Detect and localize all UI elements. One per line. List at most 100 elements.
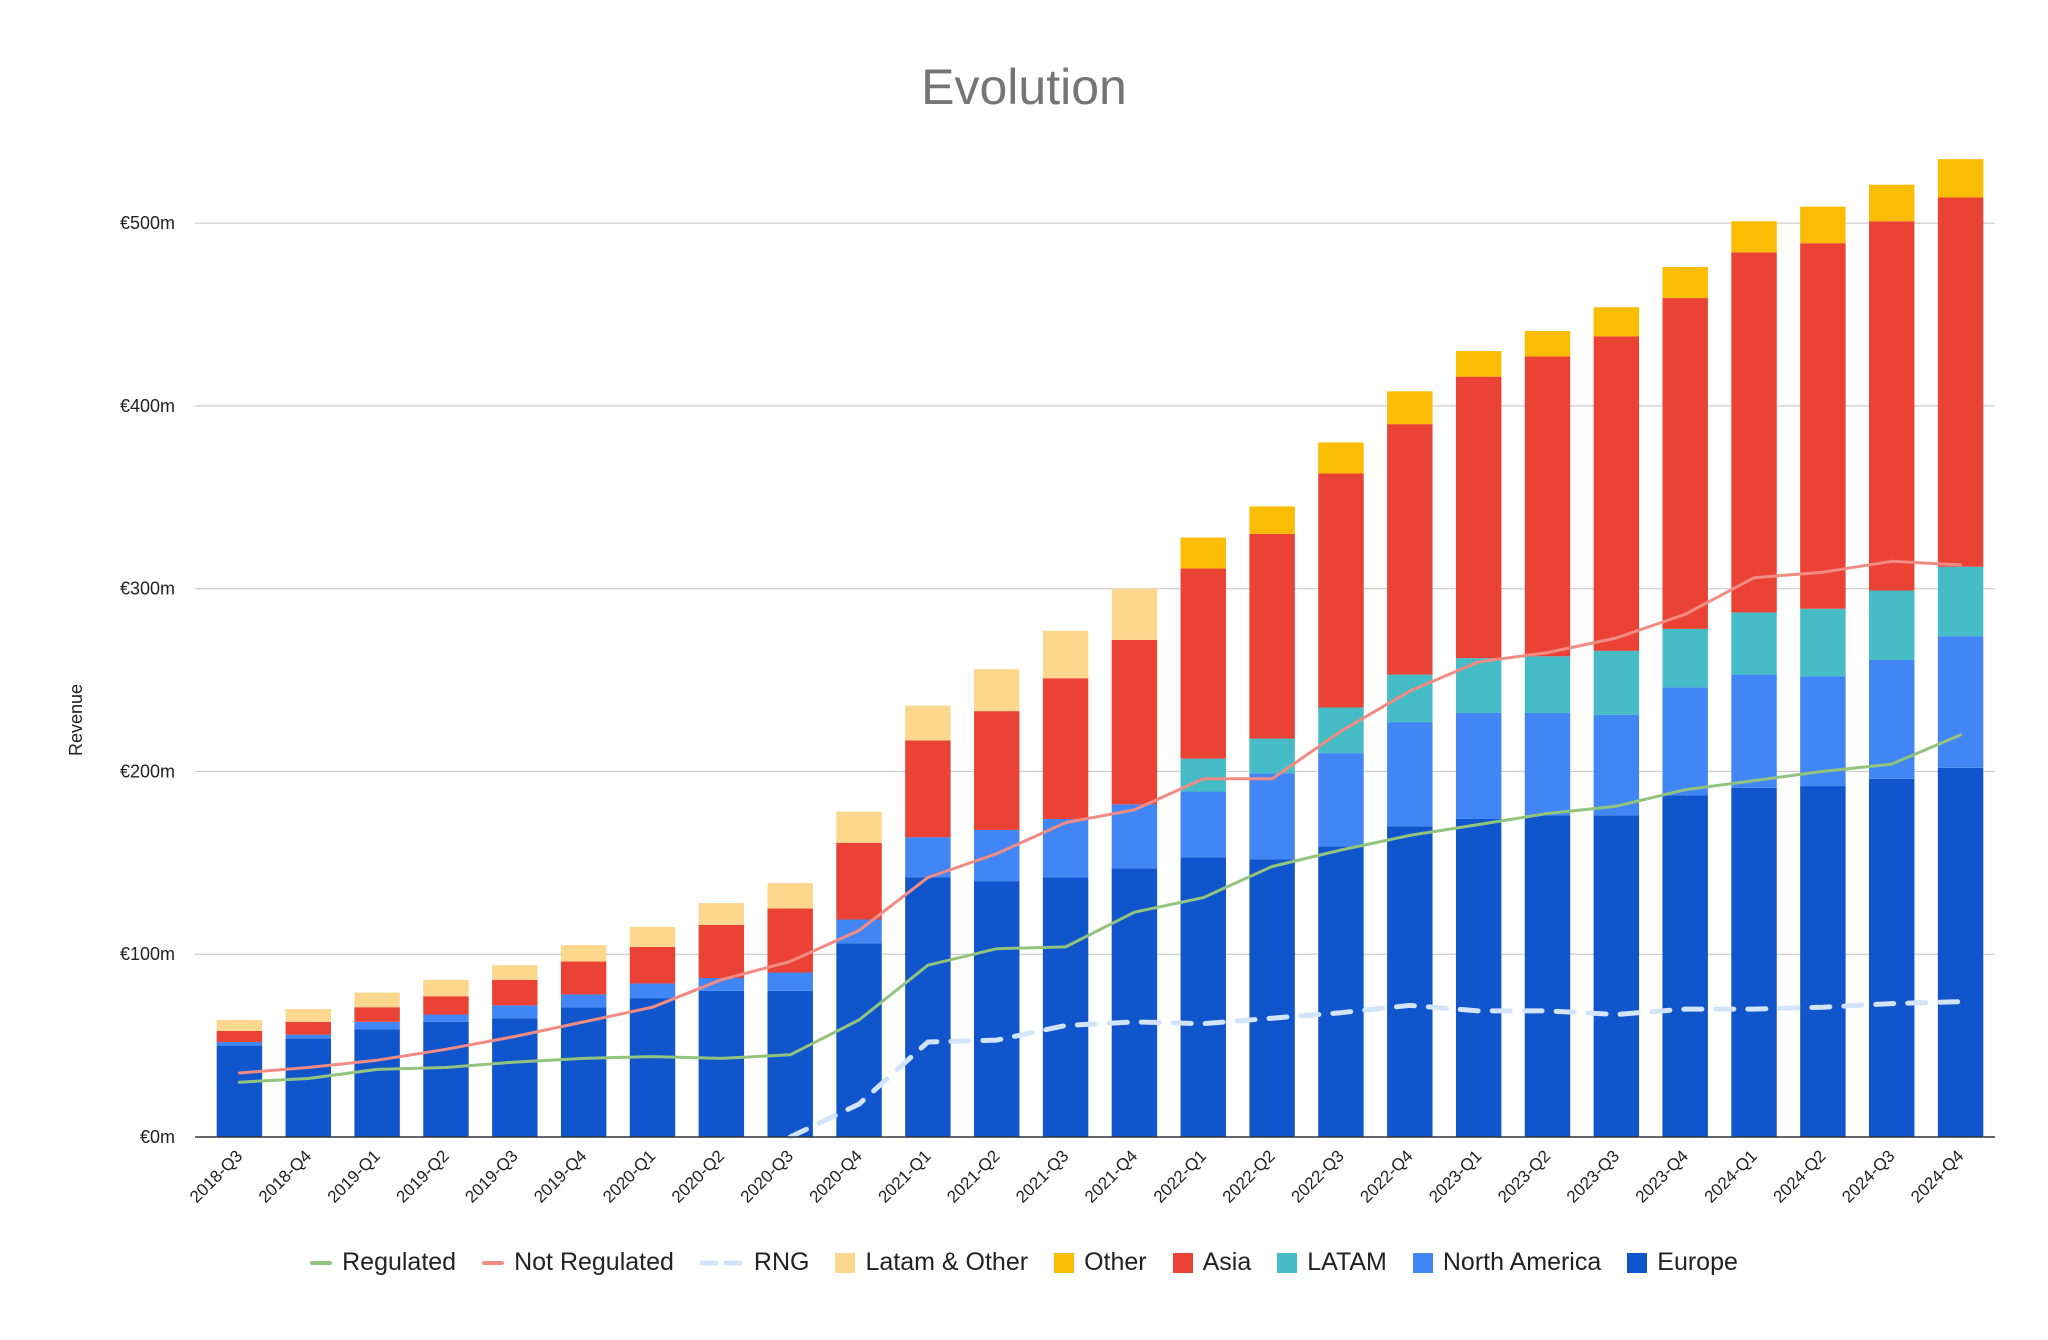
bar-north-america <box>974 829 1020 882</box>
bar-north-america <box>1869 659 1915 779</box>
chart-plot: €0m €100m €200m €300m €400m €500m 2018-Q3 2018-… <box>66 159 1995 1207</box>
bar-europe <box>1524 815 1571 1137</box>
bar-asia <box>905 740 951 838</box>
bar-latam-other <box>905 705 951 741</box>
bar-asia <box>1042 678 1089 819</box>
legend: Regulated Not Regulated RNG Latam & Other Ot… <box>0 1248 2048 1277</box>
bar-latam <box>1731 612 1777 675</box>
bar-asia <box>1455 376 1502 659</box>
bar-latam <box>1524 656 1571 713</box>
bar-europe <box>836 943 882 1137</box>
bar-north-america <box>1455 712 1502 819</box>
x-tick-label: 2024-Q4 <box>1907 1146 1967 1206</box>
bar-asia <box>629 946 676 984</box>
bar-latam <box>1800 608 1846 677</box>
legend-label: North America <box>1442 1248 1602 1276</box>
bar-asia <box>216 1030 263 1042</box>
bar-europe <box>560 1007 607 1137</box>
x-tick-label: 2022-Q2 <box>1219 1146 1279 1206</box>
legend-item-europe: Europe <box>1627 1248 1738 1277</box>
x-tick-label: 2021-Q4 <box>1081 1146 1141 1206</box>
legend-swatch <box>1054 1252 1075 1273</box>
bar-latam-other <box>1111 588 1158 640</box>
bar-north-america <box>1042 818 1089 878</box>
bar-north-america <box>492 1005 538 1019</box>
bar-latam-other <box>216 1020 263 1031</box>
bar-europe <box>629 998 676 1137</box>
gridlines <box>195 222 1995 955</box>
bar-north-america <box>1731 674 1777 788</box>
bar-layer <box>216 159 1984 1137</box>
x-tick-label: 2022-Q1 <box>1150 1146 1210 1206</box>
x-tick-label: 2020-Q2 <box>668 1146 728 1206</box>
chart-title: Evolution <box>921 59 1127 115</box>
bar-asia <box>836 842 882 920</box>
bar-asia <box>1937 197 1984 567</box>
bar-latam <box>1662 628 1708 688</box>
bar-north-america <box>629 983 676 999</box>
legend-item-latam-other: Latam & Other <box>835 1248 1028 1277</box>
bar-europe <box>905 877 951 1137</box>
bar-north-america <box>354 1021 400 1030</box>
bar-latam-other <box>492 965 538 980</box>
bar-asia <box>1662 298 1708 629</box>
x-tick-label: 2024-Q1 <box>1701 1146 1761 1206</box>
bar-europe <box>1593 815 1640 1137</box>
bar-europe <box>1387 826 1433 1137</box>
legend-label: Asia <box>1202 1248 1252 1276</box>
bar-north-america <box>1937 636 1984 768</box>
y-tick-label: €300m <box>120 579 175 599</box>
legend-item-other: Other <box>1054 1248 1147 1277</box>
bar-asia <box>1593 336 1640 651</box>
x-tick-label: 2019-Q1 <box>324 1146 384 1206</box>
bar-europe <box>1800 786 1846 1137</box>
line-not-regulated <box>237 559 1963 1075</box>
bar-europe <box>354 1029 400 1137</box>
bar-north-america <box>1318 753 1364 847</box>
bar-other <box>1937 159 1984 198</box>
x-tick-label: 2019-Q4 <box>530 1146 590 1206</box>
bar-latam-other <box>698 903 745 925</box>
bar-north-america <box>560 994 607 1008</box>
bar-latam-other <box>767 882 813 909</box>
bar-latam-other <box>1042 630 1089 679</box>
bar-north-america <box>1800 676 1846 787</box>
bar-north-america <box>285 1034 331 1039</box>
bar-europe <box>1180 857 1226 1137</box>
bar-north-america <box>1593 714 1640 816</box>
bar-asia <box>1869 221 1915 591</box>
x-tick-label: 2023-Q1 <box>1425 1146 1485 1206</box>
bar-asia <box>1249 533 1295 739</box>
bar-north-america <box>1524 712 1571 816</box>
legend-item-asia: Asia <box>1172 1248 1252 1277</box>
legend-item-rng: RNG <box>699 1248 810 1277</box>
legend-label: LATAM <box>1307 1248 1387 1276</box>
legend-label: RNG <box>753 1248 810 1276</box>
bar-north-america <box>423 1014 469 1022</box>
bar-other <box>1869 184 1915 222</box>
legend-swatch <box>1172 1252 1193 1273</box>
bar-europe <box>1318 846 1364 1137</box>
x-tick-label: 2023-Q4 <box>1632 1146 1692 1206</box>
bar-latam-other <box>354 992 400 1008</box>
bar-other <box>1731 221 1777 253</box>
bar-latam-other <box>974 669 1020 712</box>
x-tick-label: 2018-Q4 <box>255 1146 315 1206</box>
x-tick-label: 2021-Q2 <box>943 1146 1003 1206</box>
y-tick-label: €0m <box>140 1127 175 1147</box>
bar-north-america <box>698 977 745 991</box>
y-tick-label: €100m <box>120 944 175 964</box>
bar-other <box>1180 537 1226 569</box>
x-tick-label: 2021-Q1 <box>874 1146 934 1206</box>
bar-latam-other <box>629 926 676 947</box>
bar-asia <box>1318 473 1364 708</box>
bar-other <box>1524 330 1571 357</box>
legend-label: Regulated <box>342 1248 457 1276</box>
x-tick-label: 2019-Q3 <box>461 1146 521 1206</box>
x-tick-label: 2023-Q2 <box>1494 1146 1554 1206</box>
x-tick-label: 2024-Q3 <box>1838 1146 1898 1206</box>
y-tick-label: €500m <box>120 213 175 233</box>
line-rng <box>787 999 1964 1140</box>
y-tick-label: €400m <box>120 396 175 416</box>
x-tick-label: 2018-Q3 <box>186 1146 246 1206</box>
